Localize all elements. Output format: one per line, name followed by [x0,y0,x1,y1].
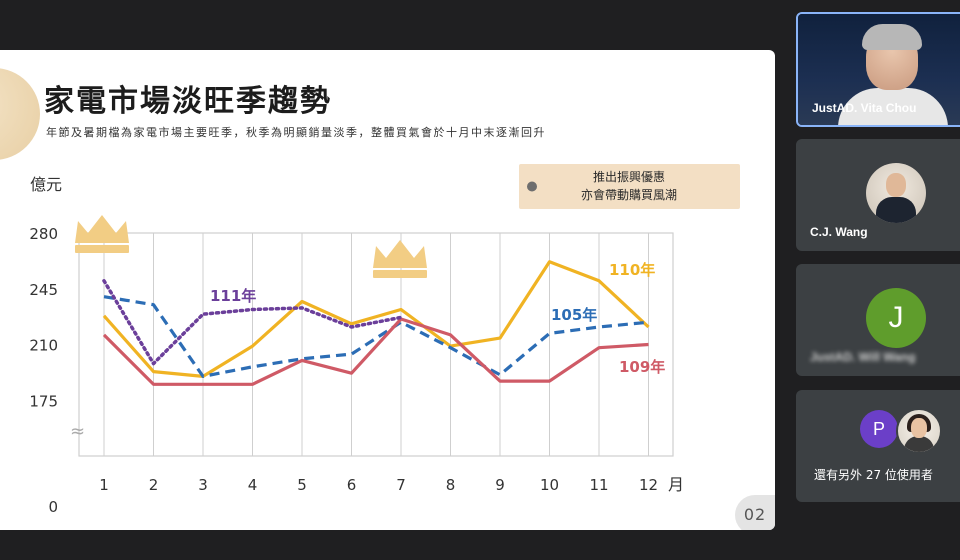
x-tick-label: 3 [198,476,208,494]
page-number: 02 [735,495,775,530]
axis-break-symbol: ≈ [70,421,85,442]
series-label: 110年 [609,261,655,279]
series-line-111年 [102,279,403,366]
x-tick-label: 10 [540,476,559,494]
presentation-slide: 家電市場淡旺季趨勢 年節及暑期檔為家電市場主要旺季，秋季為明顯銷量淡季，整體買氣… [0,50,775,530]
avatar [896,408,942,454]
avatar: J [866,288,926,348]
participant-tile-vita-chou[interactable]: JustAD. Vita Chou [796,12,960,127]
x-tick-label: 7 [396,476,406,494]
x-axis-unit: 月 [668,475,684,494]
y-tick-label: 210 [29,337,58,355]
series-label: 109年 [619,358,665,376]
person-body [838,88,948,125]
slide-subtitle: 年節及暑期檔為家電市場主要旺季，秋季為明顯銷量淡季，整體買氣會於十月中末逐漸回升 [46,126,546,139]
participant-tile-j[interactable]: J JustAD. Will Wang [796,264,960,376]
x-tick-label: 8 [446,476,456,494]
series-line-109年 [102,317,649,386]
callout-line-1: 推出振興優惠 [593,170,665,184]
series-line-105年 [103,295,649,378]
y-axis-unit: 億元 [30,175,62,194]
avatar [866,163,926,223]
x-tick-label: 12 [639,476,658,494]
callout-bullet [527,181,537,192]
avatar: P [860,410,898,448]
y-tick-label: 175 [29,392,58,410]
crown-icon [75,215,129,253]
y-tick-label: 280 [29,225,58,243]
crown-icon [373,240,427,278]
x-tick-label: 9 [495,476,505,494]
x-tick-label: 2 [149,476,159,494]
participant-name: C.J. Wang [810,225,868,239]
slide-title: 家電市場淡旺季趨勢 [44,84,332,119]
callout-box: 推出振興優惠 亦會帶動購買風潮 [519,164,740,209]
x-tick-label: 11 [589,476,608,494]
participant-tile-cj-wang[interactable]: C.J. Wang [796,139,960,251]
camera-video [798,14,960,125]
x-tick-label: 4 [248,476,258,494]
person-hair [862,24,922,50]
x-tick-label: 5 [297,476,307,494]
participant-name: JustAD. Will Wang [810,350,916,364]
series-label: 111年 [210,287,256,305]
participant-name: JustAD. Vita Chou [812,101,917,115]
others-count-text: 還有另外 27 位使用者 [814,468,933,482]
series-label: 105年 [551,306,597,324]
x-tick-label: 1 [99,476,109,494]
y-tick-label: 0 [48,498,58,516]
plot-frame [78,232,674,457]
callout-line-2: 亦會帶動購買風潮 [581,187,677,202]
x-tick-label: 6 [347,476,357,494]
series-line-110年 [102,260,650,378]
others-tile[interactable]: P 還有另外 27 位使用者 [796,390,960,502]
callout-background [519,164,740,209]
y-tick-label: 245 [29,281,58,299]
